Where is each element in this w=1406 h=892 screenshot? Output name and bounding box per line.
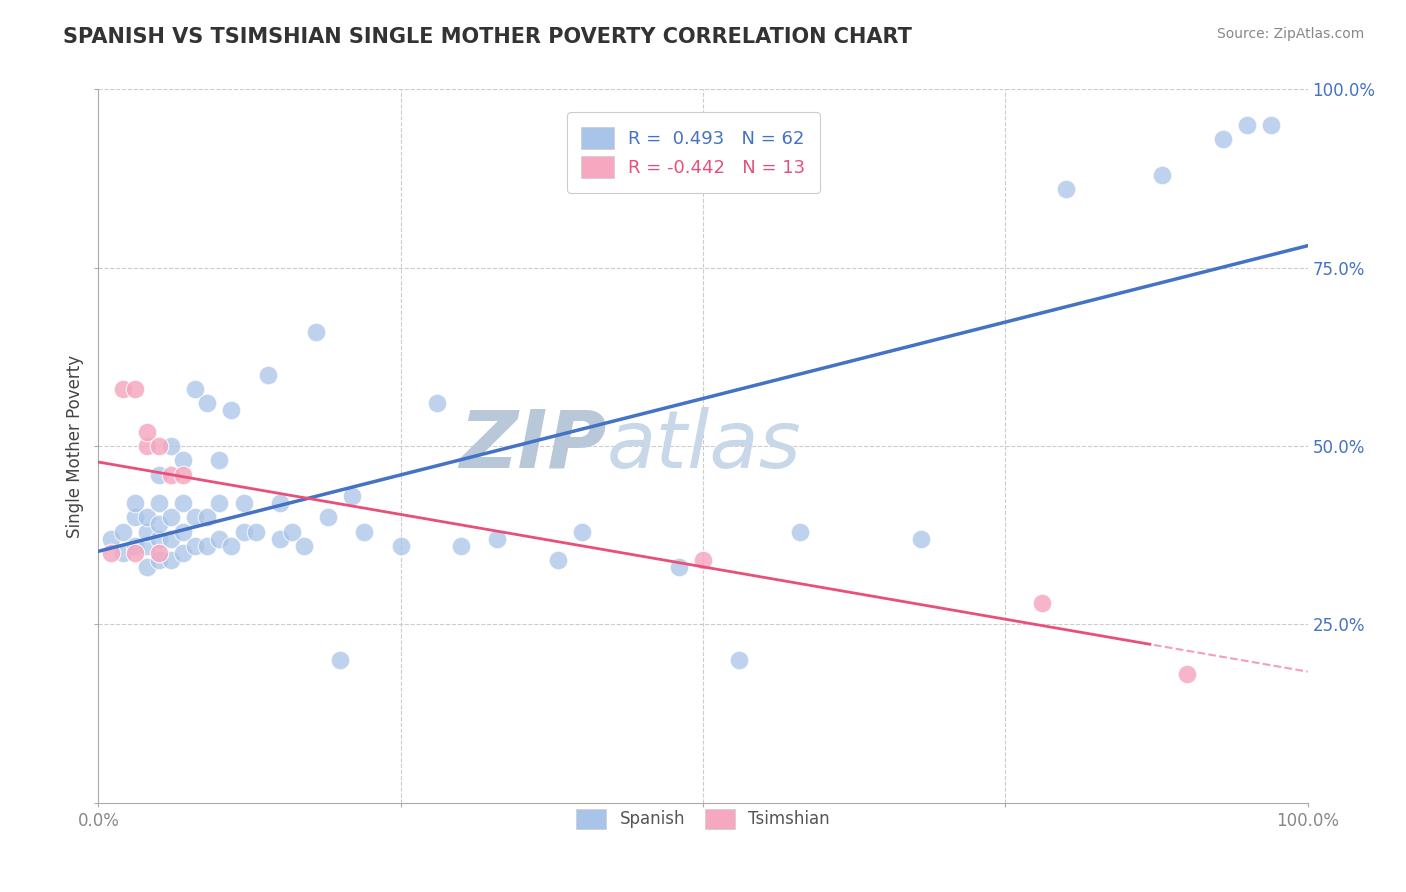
Point — [184, 382, 207, 396]
Point — [1236, 118, 1258, 132]
Point — [547, 553, 569, 567]
Point — [111, 524, 134, 539]
Point — [450, 539, 472, 553]
Point — [148, 553, 170, 567]
Text: ZIP: ZIP — [458, 407, 606, 485]
Point — [269, 532, 291, 546]
Point — [172, 467, 194, 482]
Point — [160, 467, 183, 482]
Point — [124, 510, 146, 524]
Point — [172, 524, 194, 539]
Point — [195, 510, 218, 524]
Point — [256, 368, 278, 382]
Point — [148, 517, 170, 532]
Point — [148, 496, 170, 510]
Point — [148, 532, 170, 546]
Point — [728, 653, 751, 667]
Point — [245, 524, 267, 539]
Point — [135, 439, 157, 453]
Point — [910, 532, 932, 546]
Point — [1152, 168, 1174, 182]
Point — [1054, 182, 1077, 196]
Point — [281, 524, 304, 539]
Point — [692, 553, 714, 567]
Point — [172, 453, 194, 467]
Legend: Spanish, Tsimshian: Spanish, Tsimshian — [568, 800, 838, 838]
Point — [124, 539, 146, 553]
Point — [1260, 118, 1282, 132]
Point — [571, 524, 593, 539]
Point — [135, 560, 157, 574]
Text: atlas: atlas — [606, 407, 801, 485]
Point — [316, 510, 339, 524]
Point — [789, 524, 811, 539]
Point — [100, 546, 122, 560]
Point — [329, 653, 352, 667]
Point — [160, 532, 183, 546]
Point — [172, 546, 194, 560]
Point — [232, 496, 254, 510]
Point — [1031, 596, 1053, 610]
Point — [208, 496, 231, 510]
Point — [1175, 667, 1198, 681]
Point — [353, 524, 375, 539]
Point — [195, 539, 218, 553]
Text: SPANISH VS TSIMSHIAN SINGLE MOTHER POVERTY CORRELATION CHART: SPANISH VS TSIMSHIAN SINGLE MOTHER POVER… — [63, 27, 912, 46]
Point — [160, 510, 183, 524]
Point — [305, 325, 328, 339]
Point — [221, 539, 243, 553]
Y-axis label: Single Mother Poverty: Single Mother Poverty — [66, 354, 84, 538]
Text: Source: ZipAtlas.com: Source: ZipAtlas.com — [1216, 27, 1364, 41]
Point — [111, 382, 134, 396]
Point — [342, 489, 364, 503]
Point — [160, 553, 183, 567]
Point — [426, 396, 449, 410]
Point — [135, 425, 157, 439]
Point — [124, 496, 146, 510]
Point — [135, 524, 157, 539]
Point — [100, 532, 122, 546]
Point — [292, 539, 315, 553]
Point — [135, 510, 157, 524]
Point — [148, 546, 170, 560]
Point — [208, 532, 231, 546]
Point — [195, 396, 218, 410]
Point — [221, 403, 243, 417]
Point — [124, 546, 146, 560]
Point — [172, 496, 194, 510]
Point — [124, 382, 146, 396]
Point — [160, 439, 183, 453]
Point — [184, 539, 207, 553]
Point — [208, 453, 231, 467]
Point — [486, 532, 509, 546]
Point — [232, 524, 254, 539]
Point — [111, 546, 134, 560]
Point — [269, 496, 291, 510]
Point — [389, 539, 412, 553]
Point — [184, 510, 207, 524]
Point — [148, 467, 170, 482]
Point — [668, 560, 690, 574]
Point — [1212, 132, 1234, 146]
Point — [148, 439, 170, 453]
Point — [135, 539, 157, 553]
